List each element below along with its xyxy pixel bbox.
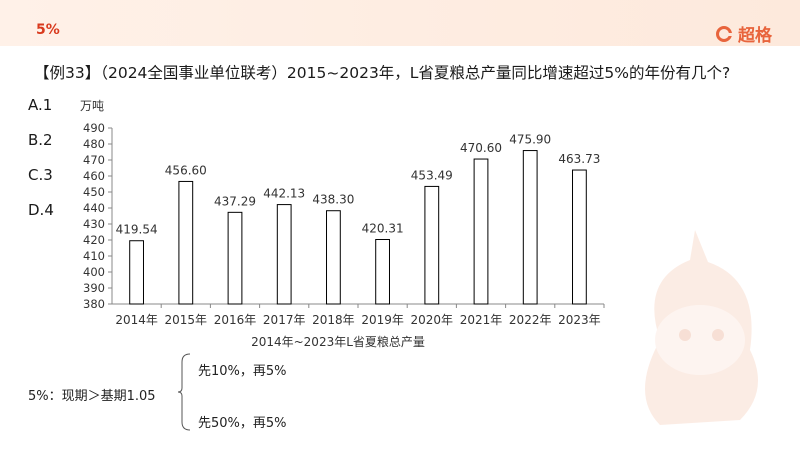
bar-data-label: 453.49 bbox=[411, 168, 453, 182]
bar bbox=[326, 210, 341, 305]
y-tick-label: 450 bbox=[83, 185, 105, 199]
y-tick-label: 440 bbox=[83, 201, 105, 215]
topic-tag: 5% bbox=[36, 22, 60, 38]
option-a[interactable]: A.1 bbox=[28, 96, 53, 114]
bar-data-label: 419.54 bbox=[116, 223, 158, 237]
x-tick-label: 2023年 bbox=[558, 313, 601, 327]
y-tick-label: 430 bbox=[83, 217, 105, 231]
bar bbox=[276, 204, 292, 305]
brand-logo: 超格 bbox=[716, 21, 772, 46]
option-b[interactable]: B.2 bbox=[28, 131, 53, 149]
y-tick-label: 480 bbox=[83, 137, 105, 151]
bar bbox=[522, 150, 538, 305]
chart-title: 2014年~2023年L省夏粮总产量 bbox=[251, 334, 425, 349]
top-banner: 5% 超格 bbox=[0, 0, 800, 46]
branch-bottom-note: 先50%，再5% bbox=[198, 416, 287, 431]
brace-icon bbox=[178, 353, 191, 431]
y-tick-label: 400 bbox=[83, 265, 105, 279]
y-tick-label: 410 bbox=[83, 249, 105, 263]
option-c[interactable]: C.3 bbox=[28, 166, 53, 184]
bar bbox=[375, 239, 390, 305]
bar-data-label: 463.73 bbox=[558, 152, 600, 166]
x-tick-label: 2019年 bbox=[361, 313, 404, 327]
bar-chart-svg: 万吨 380 390 400 410 420 430 440 450 460 470 480 490 41… bbox=[80, 99, 605, 349]
bar bbox=[473, 158, 489, 305]
mascot-watermark bbox=[645, 230, 758, 425]
bar bbox=[227, 211, 243, 305]
y-tick-label: 380 bbox=[83, 297, 105, 311]
x-tick-label: 2021年 bbox=[460, 313, 503, 327]
x-tick-label: 2014年 bbox=[115, 313, 158, 327]
bar-data-label: 456.60 bbox=[165, 163, 207, 177]
x-tick-label: 2017年 bbox=[263, 313, 306, 327]
x-tick-label: 2022年 bbox=[509, 313, 552, 327]
x-tick-label: 2016年 bbox=[214, 313, 257, 327]
x-tick-label: 2020年 bbox=[411, 313, 454, 327]
bar-data-label: 438.30 bbox=[312, 193, 354, 207]
brand-logo-icon bbox=[716, 25, 732, 42]
option-d[interactable]: D.4 bbox=[28, 201, 54, 219]
x-tick-label: 2018年 bbox=[312, 313, 355, 327]
bar-data-label: 475.90 bbox=[509, 133, 551, 147]
x-tick-label: 2015年 bbox=[165, 313, 208, 327]
growth-rule-note: 5%：现期＞基期1.05 bbox=[28, 389, 156, 404]
y-axis-label: 万吨 bbox=[80, 99, 104, 113]
bar bbox=[178, 180, 194, 305]
bar-chart: 万吨 380 390 400 410 420 430 440 450 460 470 480 490 41… bbox=[70, 94, 612, 352]
bar-data-label: 437.29 bbox=[214, 194, 256, 208]
y-tick-label: 420 bbox=[83, 233, 105, 247]
bar bbox=[424, 185, 440, 305]
y-tick-label: 470 bbox=[83, 153, 105, 167]
brand-name: 超格 bbox=[738, 26, 772, 46]
bar-data-label: 442.13 bbox=[263, 187, 305, 201]
bar-data-label: 420.31 bbox=[362, 222, 404, 236]
bar bbox=[129, 240, 144, 305]
question-text: 【例33】（2024全国事业单位联考）2015~2023年，L省夏粮总产量同比增… bbox=[34, 64, 731, 82]
bar-data-label: 470.60 bbox=[460, 141, 502, 155]
y-tick-label: 460 bbox=[83, 169, 105, 183]
branch-top-note: 先10%，再5% bbox=[198, 364, 287, 379]
y-tick-label: 490 bbox=[83, 121, 105, 135]
bar bbox=[572, 169, 587, 305]
y-tick-label: 390 bbox=[83, 281, 105, 295]
